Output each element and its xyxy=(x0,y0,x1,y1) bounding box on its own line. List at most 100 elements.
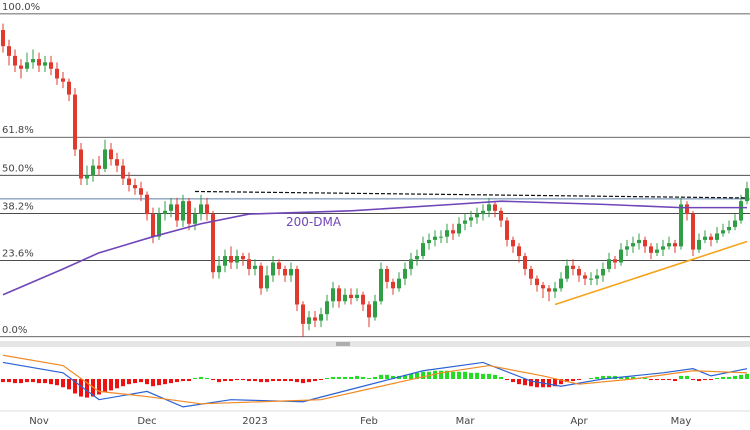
candle-body xyxy=(721,230,725,234)
histogram-bar xyxy=(121,379,125,387)
histogram-bar xyxy=(217,379,221,383)
histogram-bar xyxy=(433,370,437,379)
histogram-bar xyxy=(115,379,119,389)
candle-body xyxy=(445,230,449,237)
candle-body xyxy=(325,301,329,315)
candle-body xyxy=(391,281,395,289)
histogram-bar xyxy=(229,379,233,382)
candle-body xyxy=(403,268,407,279)
candle-body xyxy=(625,246,629,250)
candle-body xyxy=(499,210,503,221)
histogram-bar xyxy=(145,379,149,385)
candle-body xyxy=(409,259,413,269)
candle-body xyxy=(517,246,521,257)
histogram-bar xyxy=(253,379,257,382)
candle-body xyxy=(523,256,527,269)
indicator-line xyxy=(2,361,748,408)
histogram-bar xyxy=(205,377,209,379)
candle-body xyxy=(727,226,731,231)
histogram-bar xyxy=(337,376,341,379)
candle-body xyxy=(697,239,701,250)
histogram-bar xyxy=(445,370,449,379)
candle-body xyxy=(577,268,581,276)
candle-body xyxy=(295,268,299,305)
histogram-bar xyxy=(661,379,665,381)
candle-body xyxy=(505,220,509,240)
candle-body xyxy=(313,317,317,321)
histogram-bar xyxy=(679,375,683,379)
candle-body xyxy=(397,278,401,289)
candle-body xyxy=(733,220,737,227)
x-tick-label: Feb xyxy=(360,416,378,427)
histogram-bar xyxy=(271,379,275,382)
candle-body xyxy=(121,165,125,179)
candle-body xyxy=(619,249,623,263)
histogram-bar xyxy=(61,379,65,388)
panel-divider xyxy=(0,341,750,347)
histogram-bar xyxy=(523,379,527,386)
histogram-bar xyxy=(499,376,503,379)
candle-body xyxy=(571,265,575,269)
histogram-bar xyxy=(163,379,167,385)
candle-body xyxy=(475,214,479,218)
histogram-bar xyxy=(691,379,695,381)
candle-body xyxy=(463,220,467,224)
histogram-bar xyxy=(655,379,659,381)
histogram-bar xyxy=(265,379,269,383)
candle-body xyxy=(511,239,515,247)
histogram-bar xyxy=(487,373,491,379)
histogram-bar xyxy=(319,379,323,381)
candle-body xyxy=(655,249,659,253)
candle-body xyxy=(19,65,23,69)
histogram-bar xyxy=(469,372,473,379)
x-tick-label: 2023 xyxy=(242,416,267,427)
histogram-bar xyxy=(1,379,5,383)
candle-body xyxy=(79,149,83,179)
fib-label: 50.0% xyxy=(2,163,34,174)
candle-body xyxy=(649,246,653,253)
histogram-bar xyxy=(175,379,179,383)
fib-label: 23.6% xyxy=(2,249,34,260)
histogram-bar xyxy=(97,379,101,395)
histogram-bar xyxy=(535,379,539,388)
candle-body xyxy=(175,204,179,221)
histogram-bar xyxy=(631,376,635,379)
overlay-line xyxy=(554,240,748,306)
histogram-bar xyxy=(157,379,161,386)
candle-body xyxy=(439,236,443,238)
candle-body xyxy=(349,294,353,299)
histogram-bar xyxy=(601,375,605,379)
candle-body xyxy=(253,265,257,269)
candle-body xyxy=(529,268,533,279)
candle-body xyxy=(217,265,221,273)
candle-body xyxy=(1,30,5,47)
candle-body xyxy=(289,268,293,276)
histogram-bar xyxy=(37,379,41,384)
candle-body xyxy=(319,314,323,321)
candle-body xyxy=(73,94,77,150)
candle-body xyxy=(193,214,197,224)
candle-body xyxy=(601,268,605,276)
histogram-bar xyxy=(715,377,719,379)
candle-body xyxy=(739,201,743,221)
histogram-bar xyxy=(295,379,299,383)
histogram-bar xyxy=(259,379,263,383)
x-tick-label: May xyxy=(671,416,692,427)
candle-body xyxy=(199,204,203,215)
histogram-bar xyxy=(277,379,281,382)
histogram-bar xyxy=(451,371,455,379)
candle-body xyxy=(481,210,485,215)
histogram-bar xyxy=(73,379,77,394)
histogram-bar xyxy=(577,379,581,381)
histogram-bar xyxy=(685,375,689,379)
histogram-bar xyxy=(607,375,611,379)
candle-body xyxy=(493,204,497,211)
histogram-bar xyxy=(55,379,59,386)
candle-body xyxy=(553,288,557,292)
histogram-bar xyxy=(139,379,143,383)
histogram-bar xyxy=(235,379,239,381)
candle-body xyxy=(133,185,137,189)
candle-body xyxy=(679,204,683,247)
divider-handle xyxy=(336,342,350,346)
candle-body xyxy=(709,236,713,240)
